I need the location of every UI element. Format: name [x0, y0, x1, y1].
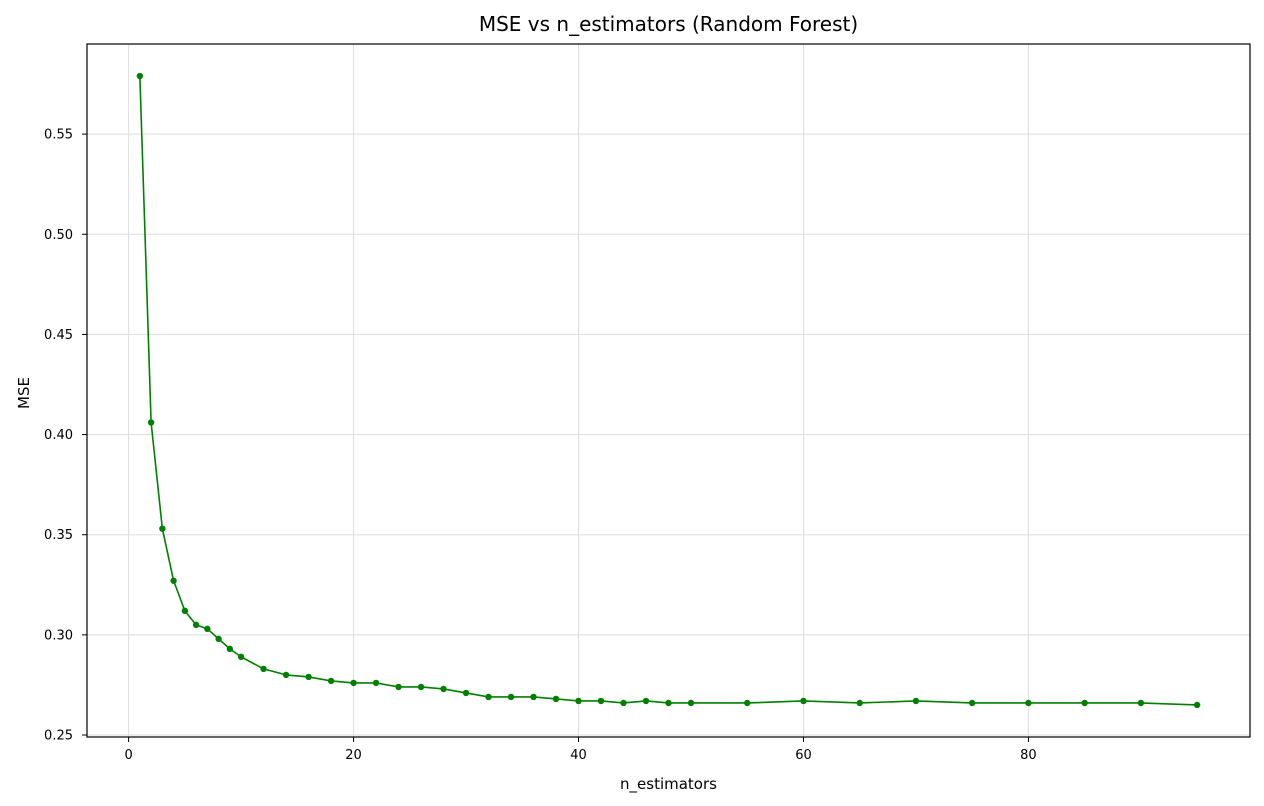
data-point — [372, 679, 380, 687]
data-point — [530, 693, 537, 701]
data-point — [552, 695, 560, 703]
data-point — [226, 645, 234, 653]
y-tick-label: 0.55 — [44, 128, 73, 143]
data-point — [1025, 699, 1032, 707]
data-point — [462, 689, 470, 697]
plot-series — [136, 72, 1201, 709]
y-tick-label: 0.30 — [44, 628, 73, 643]
chart-title: MSE vs n_estimators (Random Forest) — [479, 12, 858, 36]
data-point — [237, 653, 245, 661]
x-tick-label: 0 — [124, 748, 132, 763]
y-tick-label: 0.50 — [44, 228, 73, 243]
x-tick-label: 60 — [795, 748, 812, 763]
data-point — [170, 577, 177, 584]
data-point — [440, 685, 447, 693]
data-point — [912, 697, 920, 705]
data-point — [181, 607, 189, 615]
data-point — [204, 625, 211, 633]
data-point — [159, 525, 166, 532]
data-point — [744, 699, 751, 707]
x-axis-label: n_estimators — [620, 775, 717, 794]
data-point — [282, 671, 290, 679]
y-tick-label: 0.35 — [44, 528, 73, 543]
grid-lines — [87, 44, 1250, 737]
data-point — [417, 683, 425, 691]
data-point — [1081, 699, 1088, 707]
x-axis-ticks: 0 20 40 60 80 — [124, 737, 1037, 763]
y-tick-label: 0.40 — [44, 428, 73, 443]
data-point — [1137, 699, 1145, 707]
y-tick-label: 0.25 — [44, 728, 73, 743]
data-point — [575, 697, 582, 705]
x-tick-label: 40 — [570, 748, 587, 763]
data-point — [260, 665, 267, 673]
data-point — [305, 673, 312, 681]
plot-frame — [86, 43, 1251, 738]
data-point — [485, 693, 492, 701]
y-tick-label: 0.45 — [44, 328, 73, 343]
data-point — [350, 679, 357, 687]
data-point — [395, 683, 402, 691]
data-point — [800, 697, 807, 705]
data-point — [856, 699, 863, 707]
data-point — [136, 72, 144, 80]
data-point — [968, 699, 976, 707]
y-axis-ticks: 0.25 0.30 0.35 0.40 0.45 0.50 0.55 — [44, 128, 87, 743]
data-point — [507, 693, 515, 701]
data-point — [620, 699, 627, 707]
x-tick-label: 20 — [345, 748, 362, 763]
data-point — [215, 635, 222, 643]
data-point — [665, 699, 672, 707]
x-tick-label: 80 — [1020, 748, 1037, 763]
data-point — [597, 697, 605, 705]
data-point — [147, 419, 155, 426]
data-point — [192, 621, 200, 629]
data-point — [327, 677, 335, 685]
y-axis-label: MSE — [15, 377, 33, 409]
data-point — [687, 699, 695, 707]
data-point — [642, 697, 650, 705]
data-point — [1193, 701, 1201, 709]
